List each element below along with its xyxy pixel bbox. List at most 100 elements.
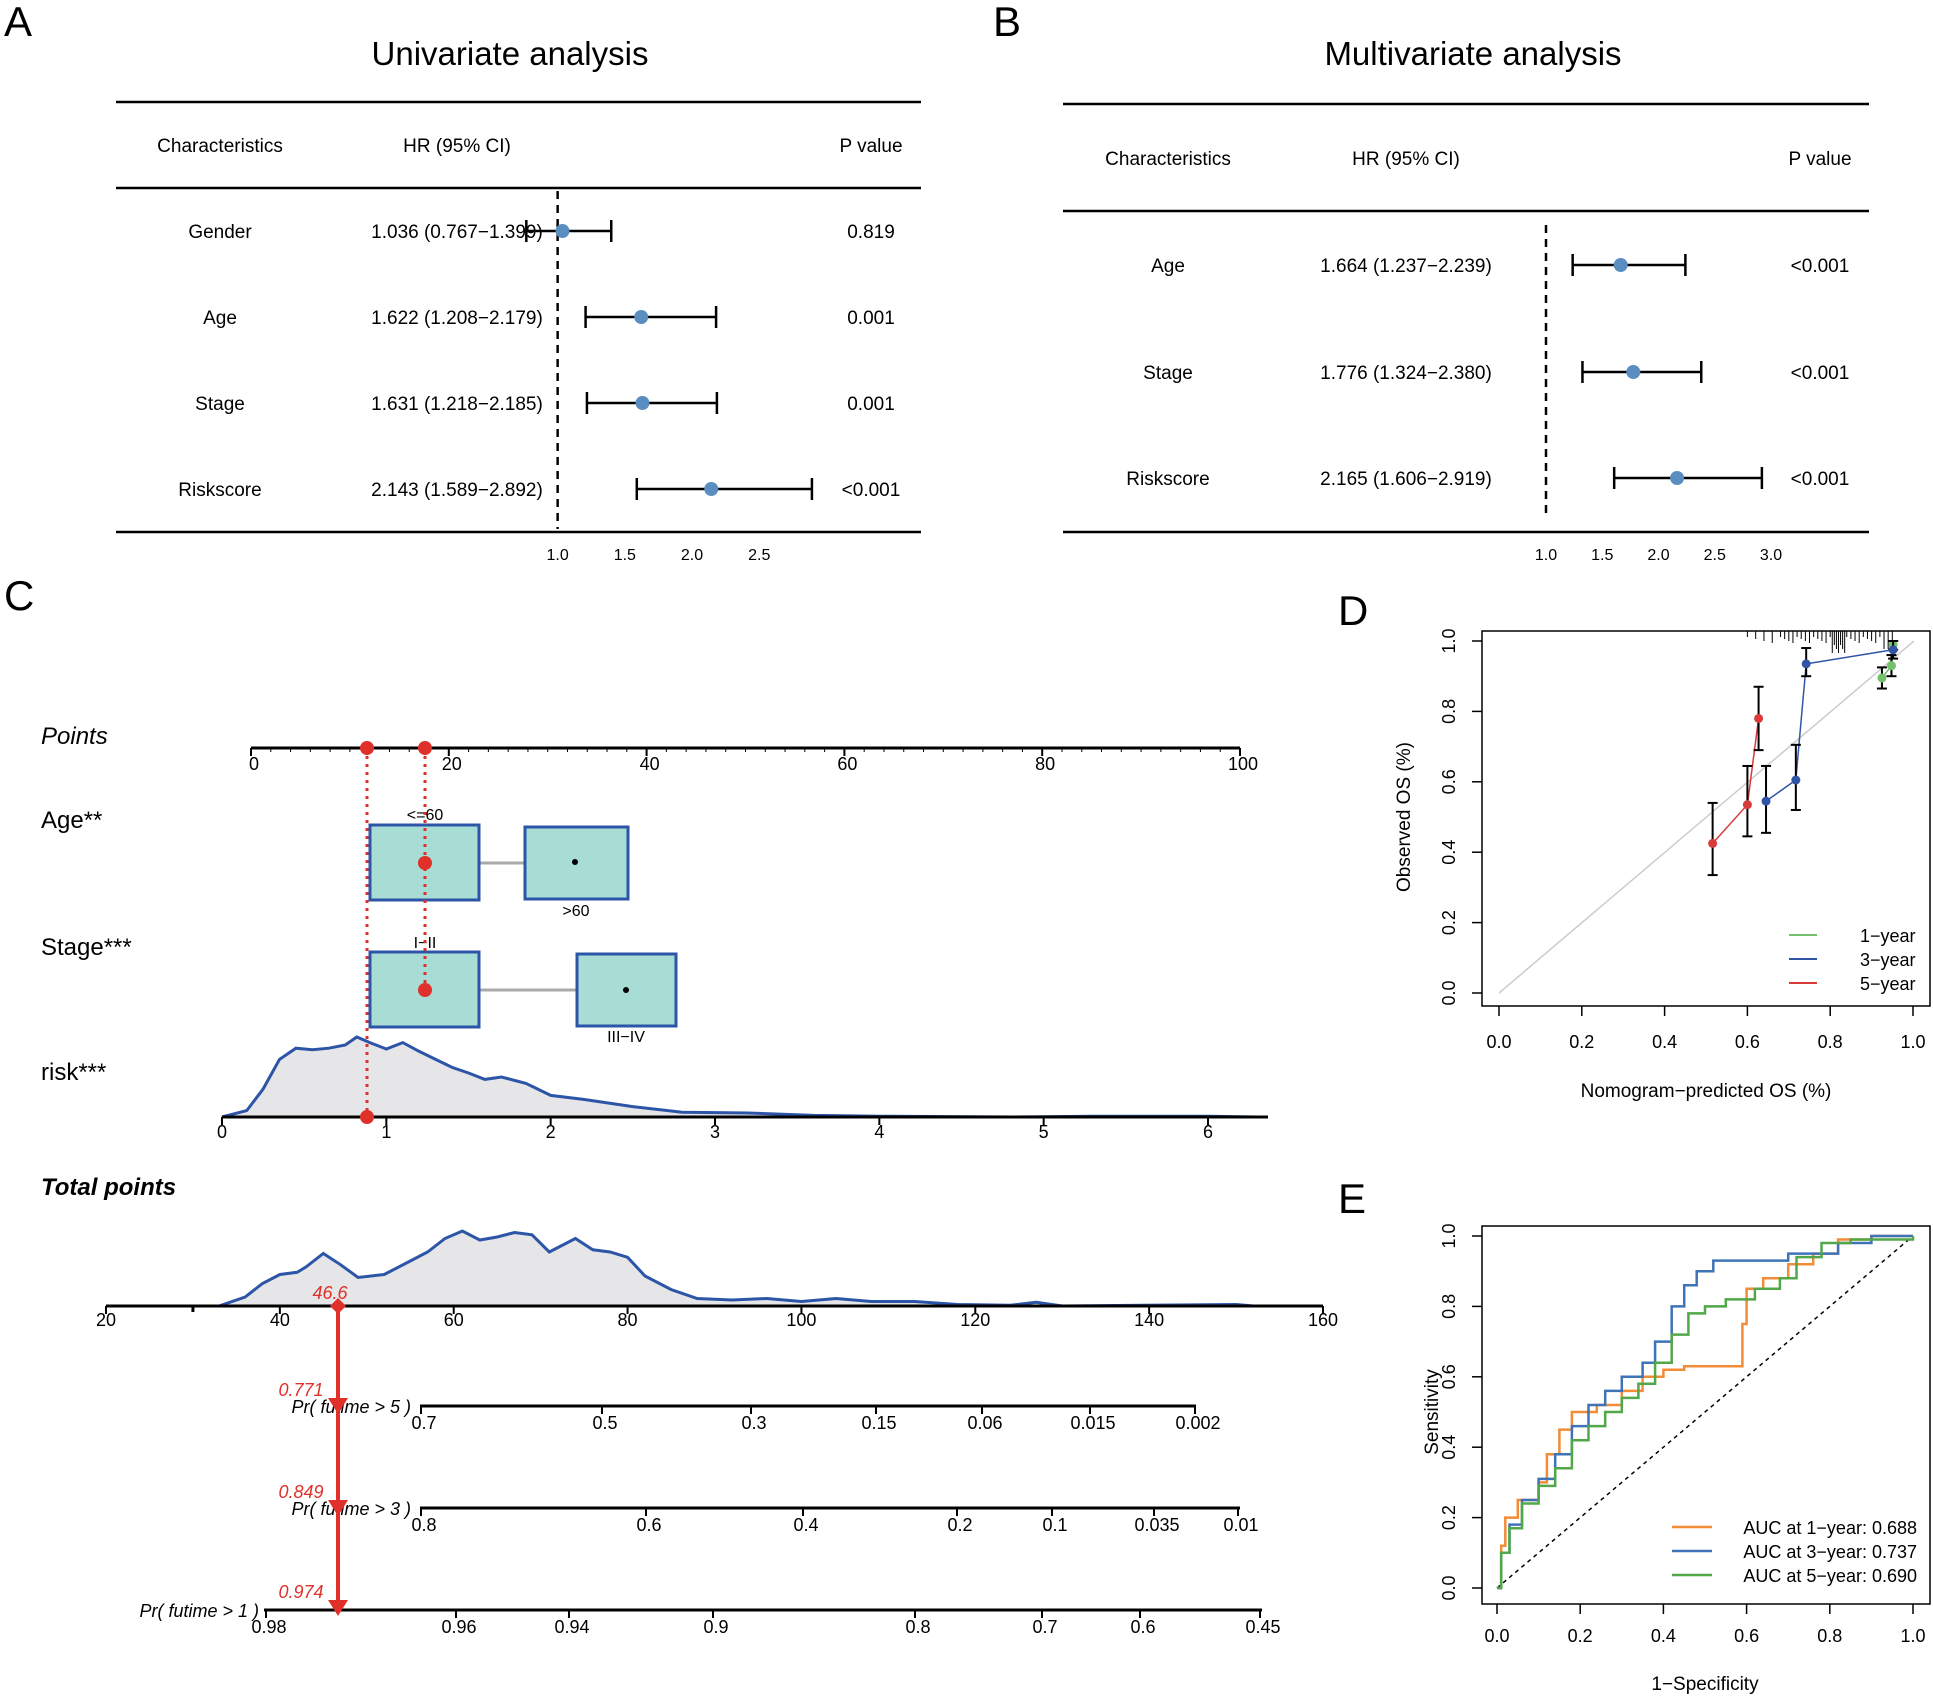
- prob-tick-label: 0.98: [251, 1617, 286, 1637]
- roc-x-tick-label: 1.0: [1900, 1626, 1925, 1646]
- risk-marker: [360, 1110, 374, 1124]
- row-hr: 2.143 (1.589−2.892): [371, 480, 543, 501]
- stage-level-i-ii: I−II: [414, 935, 437, 952]
- row-p: <0.001: [1791, 469, 1850, 490]
- x-tick-label: 1.0: [1535, 547, 1557, 564]
- cal-point: [1742, 800, 1752, 810]
- risk-density: [221, 1035, 1258, 1119]
- total-tick-label: 100: [786, 1310, 816, 1330]
- calibration-series: [1707, 640, 1899, 877]
- header-hr: HR (95% CI): [403, 136, 511, 157]
- cal-point: [1791, 775, 1801, 785]
- legend-1-year: 1−year: [1860, 926, 1916, 946]
- stage-iii-iv-dot: [623, 987, 629, 993]
- row-name: Stage: [1143, 363, 1193, 384]
- prob5-marker: [328, 1398, 348, 1414]
- forest-rows-b: Age 1.664 (1.237−2.239) <0.001 Stage 1.776 (…: [1126, 225, 1849, 518]
- roc-curve: [1497, 1234, 1913, 1590]
- calibration-ylabel: Observed OS (%): [1394, 742, 1415, 892]
- prob-3-label: Pr( futime > 3 ): [291, 1499, 411, 1519]
- calibration-legend: 1−year 3−year 5−year: [1789, 926, 1916, 994]
- prob-tick-label: 0.94: [554, 1617, 589, 1637]
- panel-b-title: Multivariate analysis: [1324, 35, 1621, 72]
- cal-y-tick-label: 0.0: [1439, 980, 1459, 1005]
- risk-label: risk***: [41, 1059, 106, 1086]
- cal-x-tick-label: 1.0: [1900, 1032, 1925, 1052]
- x-tick-label: 1.5: [614, 547, 636, 564]
- prob5-value: 0.771: [278, 1380, 323, 1400]
- cal-point: [1886, 661, 1896, 671]
- cal-y-tick-label: 0.8: [1439, 699, 1459, 724]
- row-hr: 1.776 (1.324−2.380): [1320, 363, 1492, 384]
- hr-point: [704, 482, 719, 496]
- risk-tick-label: 2: [546, 1122, 556, 1142]
- panel-c-label: C: [4, 572, 34, 619]
- forest-axis-a: 1.0 1.5 2.0 2.5: [547, 547, 771, 564]
- prob-tick-label: 0.002: [1175, 1413, 1220, 1433]
- roc-legend: AUC at 1−year: 0.688 AUC at 3−year: 0.73…: [1672, 1518, 1917, 1586]
- risk-tick-label: 0: [217, 1122, 227, 1142]
- stage-level-iii-iv: III−IV: [607, 1029, 645, 1046]
- x-tick-label: 2.5: [1704, 547, 1726, 564]
- row-hr: 1.036 (0.767−1.399): [371, 222, 543, 243]
- total-tick-label: 140: [1134, 1310, 1164, 1330]
- prob-tick-label: 0.8: [411, 1515, 436, 1535]
- row-name: Age: [203, 308, 237, 329]
- cal-point: [1801, 659, 1811, 669]
- roc-xlabel: 1−Specificity: [1651, 1674, 1759, 1695]
- risk-tick-label: 1: [381, 1122, 391, 1142]
- prob-5-label: Pr( futime > 5 ): [291, 1397, 411, 1417]
- header-characteristics: Characteristics: [157, 136, 283, 157]
- prob-tick-label: 0.3: [741, 1413, 766, 1433]
- row-p: 0.819: [847, 222, 895, 243]
- hr-point: [634, 310, 649, 324]
- cal-x-tick-label: 0.6: [1735, 1032, 1760, 1052]
- roc-y-tick-label: 0.8: [1439, 1294, 1459, 1319]
- cal-line: [1765, 649, 1894, 802]
- row-hr: 1.631 (1.218−2.185): [371, 394, 543, 415]
- prob3-value: 0.849: [278, 1482, 323, 1502]
- risk-tick-label: 6: [1203, 1122, 1213, 1142]
- points-marker-1: [360, 741, 374, 755]
- points-axis-ticks: 0 20 40 60 80 100: [249, 748, 1258, 774]
- panel-a-title: Univariate analysis: [372, 35, 649, 72]
- roc-x-tick-label: 0.4: [1651, 1626, 1676, 1646]
- points-tick-label: 0: [249, 754, 259, 774]
- row-p: <0.001: [1791, 363, 1850, 384]
- prob-tick-label: 0.45: [1245, 1617, 1280, 1637]
- roc-x-tick-label: 0.8: [1817, 1626, 1842, 1646]
- prob-tick-label: 0.06: [967, 1413, 1002, 1433]
- calibration-xlabel: Nomogram−predicted OS (%): [1581, 1081, 1832, 1102]
- hr-point: [1626, 365, 1641, 379]
- total-tick-label: 20: [96, 1310, 116, 1330]
- points-tick-label: 80: [1035, 754, 1055, 774]
- legend-3-year: 3−year: [1860, 950, 1916, 970]
- panel-a-label: A: [4, 0, 32, 45]
- cal-point: [1754, 713, 1764, 723]
- total-tick-label: 80: [618, 1310, 638, 1330]
- panel-a: A Univariate analysis Characteristics HR…: [4, 0, 921, 564]
- risk-tick-label: 3: [710, 1122, 720, 1142]
- legend-5-year: 5−year: [1860, 974, 1916, 994]
- total-tick-label: 60: [444, 1310, 464, 1330]
- roc-x-tick-label: 0.6: [1734, 1626, 1759, 1646]
- row-p: 0.001: [847, 394, 895, 415]
- probability-ticks: 0.7 0.5 0.3 0.15 0.06 0.015 0.002 0.8 0.6 0.4 0.2 0…: [251, 1406, 1281, 1637]
- roc-x-tick-label: 0.2: [1568, 1626, 1593, 1646]
- age-level-gt60: >60: [562, 903, 589, 920]
- points-label: Points: [41, 723, 108, 750]
- prob-tick-label: 0.8: [905, 1617, 930, 1637]
- points-tick-label: 40: [640, 754, 660, 774]
- prob-tick-label: 0.01: [1223, 1515, 1258, 1535]
- calibration-rug: [1746, 631, 1893, 653]
- prob1-marker: [328, 1600, 348, 1616]
- row-name: Stage: [195, 394, 245, 415]
- prob-tick-label: 0.2: [947, 1515, 972, 1535]
- stage-selected-marker: [418, 983, 432, 997]
- prob-tick-label: 0.9: [703, 1617, 728, 1637]
- prob-tick-label: 0.015: [1070, 1413, 1115, 1433]
- header-p: P value: [839, 136, 902, 157]
- forest-axis-b: 1.0 1.5 2.0 2.5 3.0: [1535, 547, 1782, 564]
- cal-y-tick-label: 0.4: [1439, 840, 1459, 865]
- x-tick-label: 1.0: [547, 547, 569, 564]
